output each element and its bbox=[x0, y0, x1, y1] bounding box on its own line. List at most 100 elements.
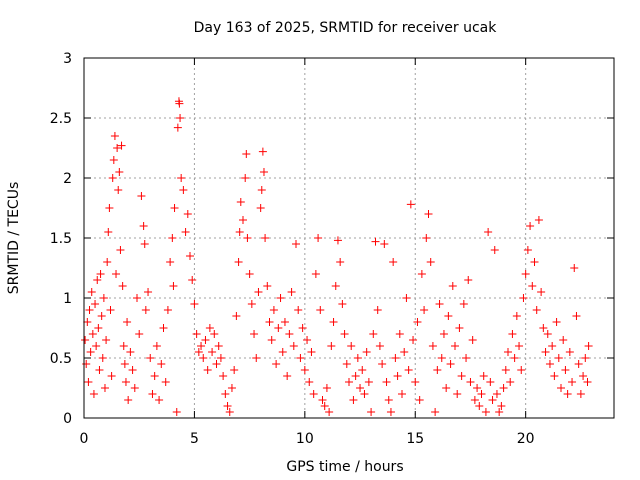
data-point bbox=[177, 174, 186, 182]
data-point bbox=[265, 318, 274, 326]
data-point bbox=[120, 360, 129, 368]
data-point bbox=[115, 168, 124, 176]
data-point bbox=[112, 270, 121, 278]
data-point bbox=[103, 258, 112, 266]
data-point bbox=[294, 306, 303, 314]
data-point bbox=[314, 234, 323, 242]
data-point bbox=[214, 342, 223, 350]
data-point bbox=[283, 372, 292, 380]
data-point bbox=[345, 378, 353, 386]
tick-labels: 0 5 10 15 20 0 0.5 1 1.5 2 2.5 3 bbox=[50, 51, 535, 447]
data-point bbox=[250, 330, 259, 338]
data-point bbox=[537, 288, 546, 296]
data-point bbox=[539, 324, 548, 332]
data-point bbox=[259, 168, 268, 176]
data-point bbox=[300, 366, 309, 374]
data-point bbox=[371, 237, 380, 246]
data-point bbox=[89, 390, 98, 398]
data-point bbox=[263, 282, 272, 290]
data-point bbox=[453, 390, 462, 398]
data-point bbox=[504, 348, 512, 356]
y-tick-label: 0.5 bbox=[50, 351, 72, 367]
data-point bbox=[276, 294, 285, 302]
data-point bbox=[119, 342, 128, 350]
data-point bbox=[508, 330, 517, 338]
y-axis-title: SRMTID / TECUs bbox=[6, 182, 22, 295]
data-point bbox=[190, 300, 199, 308]
data-point bbox=[426, 258, 435, 266]
data-point bbox=[543, 330, 552, 338]
data-point bbox=[548, 342, 557, 350]
data-point bbox=[140, 240, 149, 248]
data-point bbox=[221, 390, 230, 398]
data-point bbox=[501, 366, 510, 374]
data-point bbox=[97, 312, 106, 320]
data-point bbox=[457, 372, 466, 380]
data-point bbox=[216, 354, 225, 362]
data-point bbox=[123, 318, 132, 326]
data-point bbox=[280, 318, 289, 326]
data-point bbox=[170, 204, 179, 212]
data-point bbox=[455, 324, 464, 332]
data-point bbox=[362, 348, 371, 356]
data-point bbox=[338, 300, 347, 308]
data-point bbox=[192, 330, 201, 338]
data-point bbox=[329, 318, 338, 326]
data-point bbox=[130, 384, 139, 392]
data-point bbox=[91, 300, 100, 308]
data-point bbox=[124, 396, 133, 404]
data-point bbox=[583, 378, 592, 386]
data-point bbox=[433, 366, 442, 374]
data-point bbox=[486, 378, 495, 386]
data-point bbox=[256, 204, 265, 212]
data-point bbox=[234, 258, 243, 266]
data-point bbox=[188, 276, 197, 284]
data-point bbox=[318, 396, 327, 404]
data-point bbox=[417, 270, 426, 278]
data-point bbox=[369, 330, 378, 338]
data-point bbox=[517, 366, 526, 374]
data-point bbox=[203, 366, 212, 374]
data-point bbox=[116, 246, 125, 254]
x-tick-label: 10 bbox=[296, 431, 314, 447]
data-point bbox=[150, 372, 159, 380]
data-point bbox=[459, 300, 468, 308]
data-point bbox=[126, 348, 135, 356]
data-point bbox=[95, 366, 104, 374]
data-point bbox=[146, 354, 155, 362]
data-point bbox=[422, 234, 431, 242]
data-point bbox=[316, 306, 325, 314]
data-point bbox=[406, 200, 415, 209]
data-point bbox=[278, 348, 287, 356]
data-point bbox=[322, 384, 331, 392]
x-tick-label: 5 bbox=[190, 431, 199, 447]
data-point bbox=[492, 390, 501, 398]
data-point bbox=[245, 270, 254, 278]
data-point bbox=[118, 282, 127, 290]
data-point bbox=[550, 372, 559, 380]
data-point bbox=[102, 336, 111, 344]
data-point bbox=[554, 354, 563, 362]
data-point bbox=[464, 276, 473, 284]
data-point bbox=[448, 282, 457, 290]
data-point bbox=[336, 258, 345, 266]
data-point bbox=[243, 234, 252, 242]
data-point bbox=[309, 390, 318, 398]
data-point bbox=[157, 360, 166, 368]
data-point bbox=[254, 288, 263, 296]
data-point bbox=[475, 402, 484, 410]
data-point bbox=[94, 324, 103, 332]
data-point bbox=[107, 372, 116, 380]
data-point bbox=[219, 372, 228, 380]
data-point bbox=[519, 294, 528, 302]
data-point bbox=[285, 330, 294, 338]
data-point bbox=[351, 372, 360, 380]
data-point bbox=[287, 288, 296, 296]
data-point bbox=[88, 330, 97, 338]
data-point bbox=[373, 306, 382, 314]
y-tick-label: 3 bbox=[63, 51, 72, 67]
data-point bbox=[521, 270, 530, 278]
data-point bbox=[289, 342, 298, 350]
data-point bbox=[139, 222, 148, 230]
data-point bbox=[479, 372, 488, 380]
